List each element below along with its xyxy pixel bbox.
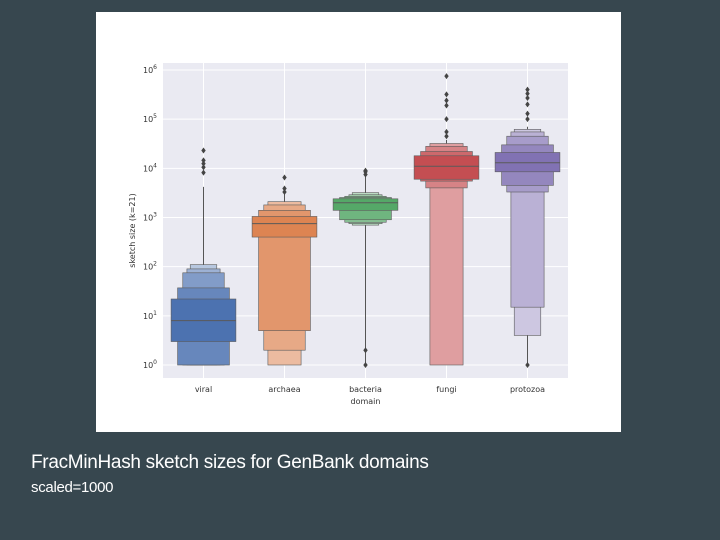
outlier-point: [525, 362, 530, 368]
boxen-chart: 100 101 102 103 104 105 106 viral archaea bacteri…: [128, 63, 568, 406]
y-tick-label: 104: [143, 162, 157, 173]
y-tick-label: 102: [143, 261, 157, 272]
outlier-point: [444, 133, 449, 140]
outlier-point: [282, 174, 287, 181]
outlier-point: [444, 128, 449, 135]
chart-figure: 100 101 102 103 104 105 106 viral archaea bacteri…: [96, 12, 621, 432]
box-level-0: [413, 155, 480, 180]
outlier-point: [282, 185, 287, 192]
box-level-0: [494, 152, 561, 173]
outlier-point: [363, 167, 368, 174]
y-axis-label: sketch size (k=21): [128, 193, 137, 267]
x-tick-label: fungi: [436, 385, 456, 394]
outlier-point: [363, 362, 368, 368]
x-tick-label: bacteria: [349, 385, 382, 394]
outlier-point: [525, 94, 530, 101]
outlier-point: [444, 73, 449, 80]
y-tick-label: 100: [143, 359, 157, 370]
y-tick-label: 106: [143, 64, 157, 75]
outlier-point: [282, 189, 287, 196]
y-tick-label: 105: [143, 113, 157, 124]
outlier-point: [525, 101, 530, 108]
caption-subtitle: scaled=1000: [31, 479, 114, 496]
box-level-0: [332, 198, 399, 211]
box-level-0: [251, 216, 318, 238]
outlier-point: [363, 347, 368, 354]
caption-title: FracMinHash sketch sizes for GenBank dom…: [31, 452, 429, 473]
x-tick-label: archaea: [268, 385, 300, 394]
outlier-point: [525, 90, 530, 97]
outlier-point: [444, 102, 449, 109]
y-tick-label: 101: [143, 310, 157, 321]
outlier-point: [525, 116, 530, 123]
y-tick-label: 103: [143, 212, 157, 223]
x-axis-label: domain: [351, 397, 381, 406]
x-tick-label: viral: [195, 385, 212, 394]
outlier-point: [444, 116, 449, 123]
x-tick-label: protozoa: [510, 385, 545, 394]
outlier-point: [525, 86, 530, 93]
outlier-point: [525, 110, 530, 117]
outlier-point: [444, 97, 449, 104]
outlier-point: [444, 91, 449, 98]
